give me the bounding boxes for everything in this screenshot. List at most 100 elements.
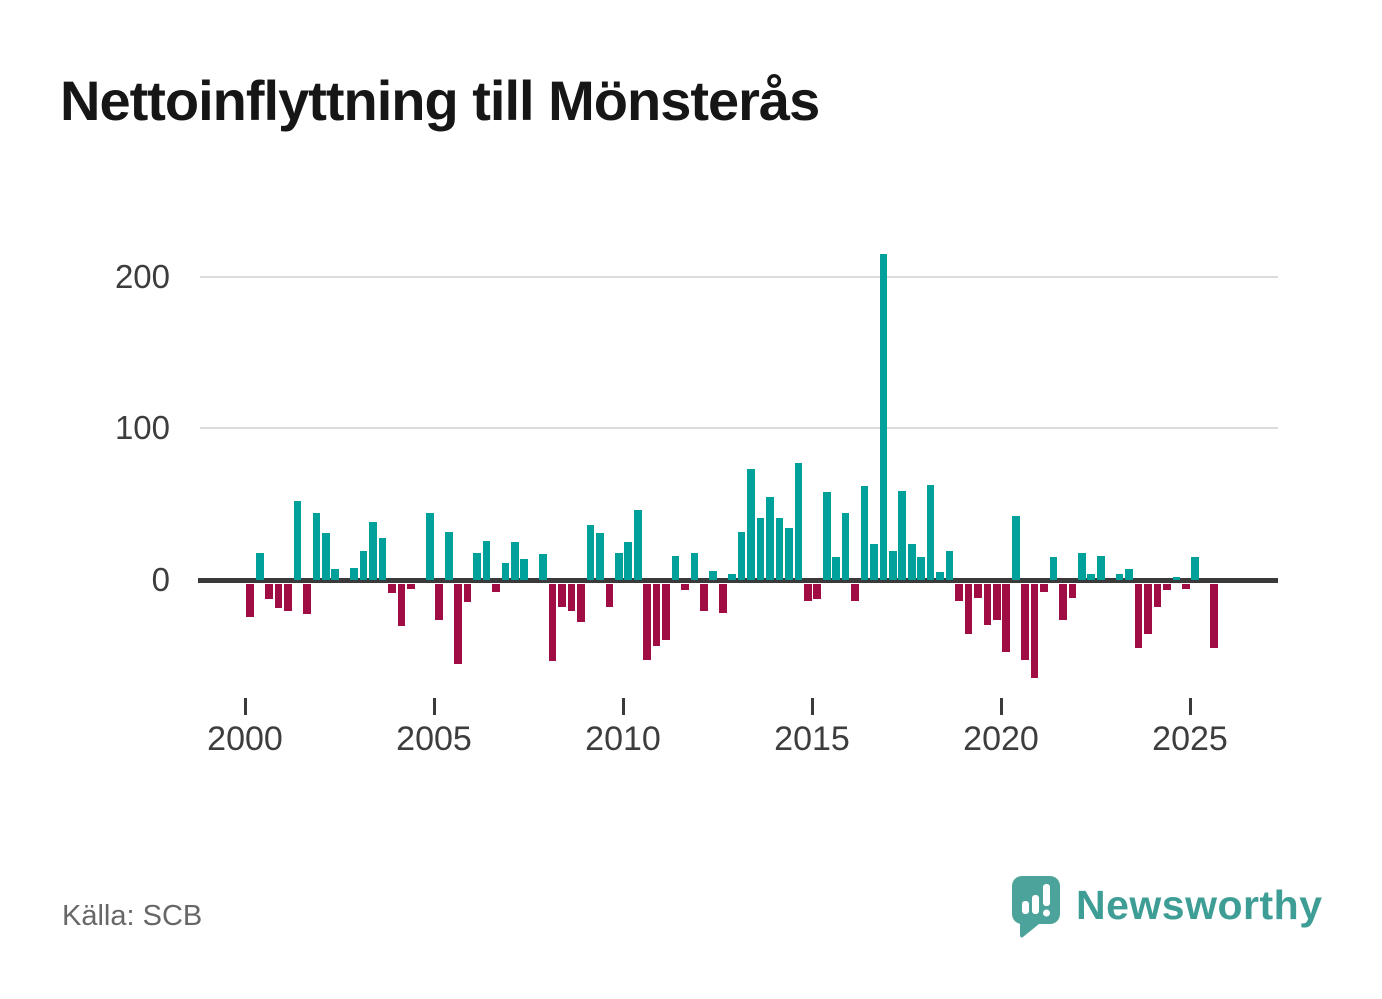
bar-negative — [265, 584, 273, 599]
bar-negative — [700, 584, 708, 611]
bar-negative — [1059, 584, 1067, 620]
bar-positive — [1172, 577, 1181, 580]
bar-negative — [435, 584, 444, 620]
x-axis-label-2020: 2020 — [963, 720, 1039, 758]
x-axis-label-2000: 2000 — [207, 720, 283, 758]
bar-negative — [662, 584, 670, 640]
bar-negative — [246, 584, 255, 617]
bar-positive — [756, 518, 765, 580]
bar-positive — [322, 533, 330, 580]
bar-positive — [1078, 553, 1086, 580]
bar-negative — [492, 584, 500, 592]
bar-positive — [539, 554, 548, 580]
bar-positive — [1115, 574, 1124, 580]
bar-negative — [803, 584, 812, 601]
x-axis-label-2025: 2025 — [1152, 720, 1228, 758]
bar-positive — [879, 254, 888, 580]
x-tick-2015 — [811, 698, 814, 715]
y-axis-label-100: 100 — [114, 409, 170, 446]
bar-negative — [643, 584, 651, 660]
bar-positive — [766, 497, 774, 580]
bar-positive — [359, 551, 368, 580]
bar-positive — [870, 544, 878, 580]
bar-positive — [841, 513, 850, 580]
bar-positive — [586, 525, 595, 580]
bar-positive — [596, 533, 604, 580]
bar-negative — [577, 584, 585, 622]
bar-positive — [889, 551, 897, 580]
bar-negative — [955, 584, 963, 601]
bar-positive — [1125, 569, 1133, 580]
zero-axis-line — [198, 578, 1278, 583]
bar-positive — [624, 542, 633, 580]
bar-positive — [860, 486, 869, 580]
bar-negative — [1144, 584, 1152, 634]
bar-negative — [1021, 584, 1029, 660]
chart-title: Nettoinflyttning till Mönsterås — [60, 69, 820, 132]
bar-positive — [775, 518, 784, 580]
x-axis-label-2015: 2015 — [774, 720, 850, 758]
bar-negative — [463, 584, 472, 602]
bar-negative — [274, 584, 283, 608]
bar-positive — [1011, 516, 1020, 580]
x-tick-2005 — [433, 698, 436, 715]
bar-negative — [303, 584, 311, 614]
bar-negative — [974, 584, 982, 598]
bar-positive — [822, 492, 831, 580]
bar-negative — [718, 584, 727, 613]
bar-positive — [511, 542, 519, 580]
bar-negative — [1002, 584, 1011, 652]
bar-positive — [1087, 574, 1096, 580]
y-axis-label-0: 0 — [151, 561, 170, 598]
bar-negative — [1030, 584, 1039, 678]
bar-negative — [1068, 584, 1077, 598]
gridline-100 — [200, 427, 1278, 429]
bar-negative — [558, 584, 566, 607]
bar-positive — [378, 538, 387, 580]
x-tick-2000 — [244, 698, 247, 715]
bar-positive — [907, 544, 916, 580]
bar-positive — [312, 513, 321, 580]
bar-negative — [397, 584, 406, 626]
bar-positive — [945, 551, 954, 580]
bar-positive — [709, 571, 718, 580]
bar-negative — [652, 584, 661, 646]
bar-positive — [832, 557, 840, 580]
bar-positive — [425, 513, 434, 580]
bar-negative — [983, 584, 992, 625]
bar-positive — [1049, 557, 1058, 580]
bar-negative — [992, 584, 1001, 620]
bar-positive — [671, 556, 680, 580]
bar-negative — [388, 584, 396, 593]
bar-positive — [737, 532, 746, 580]
bar-negative — [1210, 584, 1218, 648]
bar-positive — [482, 541, 491, 580]
bar-positive — [350, 568, 359, 580]
bar-positive — [444, 532, 453, 580]
bar-positive — [633, 510, 642, 580]
gridline-200 — [200, 276, 1278, 278]
bar-negative — [681, 584, 689, 590]
bar-negative — [1181, 584, 1190, 589]
bar-positive — [293, 501, 302, 580]
bar-positive — [255, 553, 264, 580]
bar-negative — [605, 584, 614, 607]
bar-positive — [501, 563, 510, 580]
bar-negative — [567, 584, 576, 611]
bar-positive — [1191, 557, 1200, 580]
bar-positive — [520, 559, 529, 580]
bar-negative — [813, 584, 822, 599]
bar-negative — [1163, 584, 1171, 590]
x-tick-2020 — [1000, 698, 1003, 715]
x-axis-label-2005: 2005 — [396, 720, 472, 758]
bar-positive — [690, 553, 699, 580]
bar-negative — [1040, 584, 1048, 592]
bar-positive — [917, 557, 926, 580]
bar-negative — [454, 584, 462, 664]
bar-positive — [331, 569, 340, 580]
newsworthy-wordmark: Newsworthy — [1076, 882, 1323, 928]
x-tick-2025 — [1189, 698, 1192, 715]
bar-negative — [284, 584, 292, 611]
bar-positive — [936, 572, 944, 580]
